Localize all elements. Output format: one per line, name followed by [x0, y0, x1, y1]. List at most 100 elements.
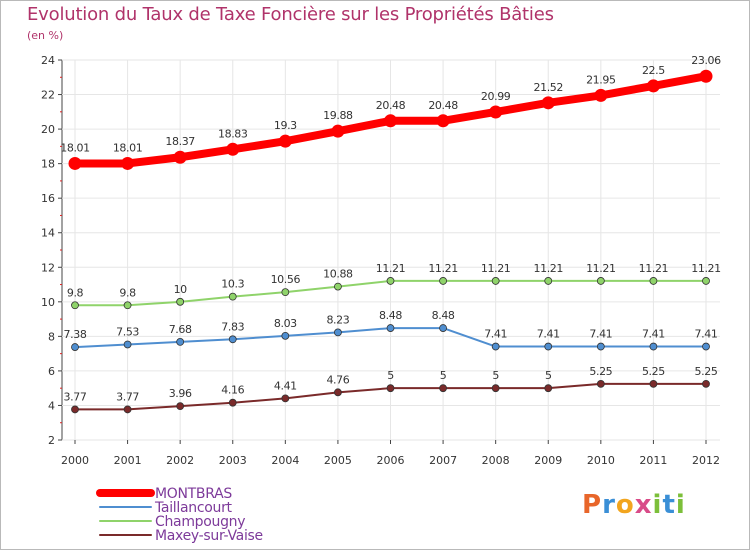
- x-tick-label: 2007: [429, 454, 457, 467]
- chart-title: Evolution du Taux de Taxe Foncière sur l…: [27, 4, 554, 25]
- data-point: [489, 105, 503, 119]
- data-point: [386, 277, 395, 285]
- data-point: [281, 331, 290, 340]
- data-point: [331, 124, 345, 138]
- data-point: [702, 277, 710, 285]
- proxiti-logo: Proxiti: [582, 490, 686, 520]
- data-label: 3.77: [116, 390, 139, 403]
- data-point: [386, 324, 395, 332]
- x-tick-label: 2006: [377, 454, 405, 467]
- y-tick-label: 14: [41, 227, 55, 240]
- data-label: 5: [387, 369, 394, 382]
- data-point: [123, 340, 132, 349]
- data-point: [228, 292, 237, 301]
- data-label: 19.88: [323, 109, 353, 122]
- data-label: 3.77: [64, 390, 87, 403]
- data-label: 5: [492, 369, 499, 382]
- data-point: [121, 156, 135, 170]
- x-tick-label: 2003: [219, 454, 247, 467]
- data-label: 21.95: [586, 73, 616, 86]
- x-tick-label: 2010: [587, 454, 615, 467]
- x-tick-label: 2002: [166, 454, 194, 467]
- data-label: 11.21: [691, 262, 721, 275]
- data-label: 4.16: [221, 384, 244, 397]
- data-label: 4.41: [274, 379, 297, 392]
- data-point: [281, 288, 290, 297]
- legend-label: Maxey-sur-Vaise: [155, 528, 263, 544]
- y-tick-label: 18: [41, 158, 55, 171]
- y-tick-label: 22: [41, 89, 55, 102]
- x-tick-label: 2005: [324, 454, 352, 467]
- data-point: [544, 384, 553, 393]
- y-tick-label: 6: [48, 365, 55, 378]
- data-label: 7.41: [537, 328, 560, 341]
- data-label: 18.01: [113, 141, 143, 154]
- data-label: 18.37: [165, 135, 195, 148]
- data-label: 9.8: [67, 286, 84, 299]
- data-label: 20.99: [481, 90, 511, 103]
- chart-unit-label: (en %): [27, 29, 64, 42]
- data-point: [699, 69, 713, 83]
- data-point: [596, 277, 605, 285]
- data-point: [541, 96, 555, 110]
- data-label: 7.38: [64, 328, 87, 341]
- data-label: 8.48: [432, 309, 455, 322]
- data-point: [176, 297, 185, 306]
- data-label: 11.21: [481, 262, 511, 275]
- data-label: 10: [174, 283, 188, 296]
- data-point: [596, 342, 605, 351]
- y-tick-label: 20: [41, 123, 55, 136]
- logo-letter: t: [662, 490, 676, 520]
- x-tick-label: 2008: [482, 454, 510, 467]
- logo-letter: i: [675, 490, 686, 520]
- data-point: [334, 388, 342, 397]
- data-label: 18.01: [60, 141, 90, 154]
- y-tick-label: 10: [41, 296, 55, 309]
- data-label: 11.21: [639, 262, 669, 275]
- data-point: [439, 324, 447, 332]
- data-label: 5.25: [695, 365, 718, 378]
- data-label: 7.41: [642, 328, 665, 341]
- x-tick-label: 2011: [639, 454, 667, 467]
- data-point: [702, 379, 710, 388]
- data-point: [386, 384, 395, 393]
- y-tick-label: 24: [41, 54, 55, 67]
- data-point: [702, 342, 710, 351]
- logo-letter: i: [652, 490, 663, 520]
- x-tick-label: 2001: [114, 454, 142, 467]
- data-label: 4.76: [326, 373, 349, 386]
- data-point: [123, 301, 132, 310]
- y-tick-label: 8: [48, 330, 55, 343]
- data-label: 7.41: [695, 328, 718, 341]
- data-point: [334, 282, 342, 291]
- data-label: 11.21: [586, 262, 616, 275]
- data-point: [491, 342, 500, 351]
- data-label: 11.21: [428, 262, 458, 275]
- data-label: 10.56: [271, 273, 301, 286]
- data-point: [649, 277, 658, 285]
- data-label: 7.41: [484, 328, 507, 341]
- data-label: 5.25: [642, 365, 665, 378]
- data-label: 23.06: [691, 54, 721, 67]
- data-point: [278, 134, 292, 148]
- y-tick-label: 4: [48, 399, 55, 412]
- data-label: 10.88: [323, 268, 353, 281]
- data-label: 11.21: [534, 262, 564, 275]
- data-point: [544, 342, 553, 351]
- data-point: [281, 394, 290, 403]
- data-point: [384, 114, 397, 128]
- data-point: [71, 343, 79, 351]
- data-label: 7.53: [116, 325, 139, 338]
- data-label: 10.3: [221, 278, 244, 291]
- x-tick-label: 2009: [534, 454, 562, 467]
- logo-letter: x: [634, 490, 653, 520]
- data-label: 9.8: [119, 286, 136, 299]
- legend-label: Taillancourt: [154, 500, 233, 516]
- y-tick-label: 2: [48, 434, 55, 447]
- data-label: 20.48: [428, 99, 458, 112]
- data-point: [491, 277, 500, 285]
- legend-label: Champougny: [155, 514, 245, 530]
- data-point: [436, 114, 450, 128]
- data-label: 22.5: [642, 64, 665, 77]
- data-point: [544, 277, 553, 285]
